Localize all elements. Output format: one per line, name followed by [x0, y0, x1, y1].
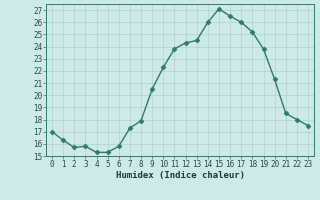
X-axis label: Humidex (Indice chaleur): Humidex (Indice chaleur) — [116, 171, 244, 180]
